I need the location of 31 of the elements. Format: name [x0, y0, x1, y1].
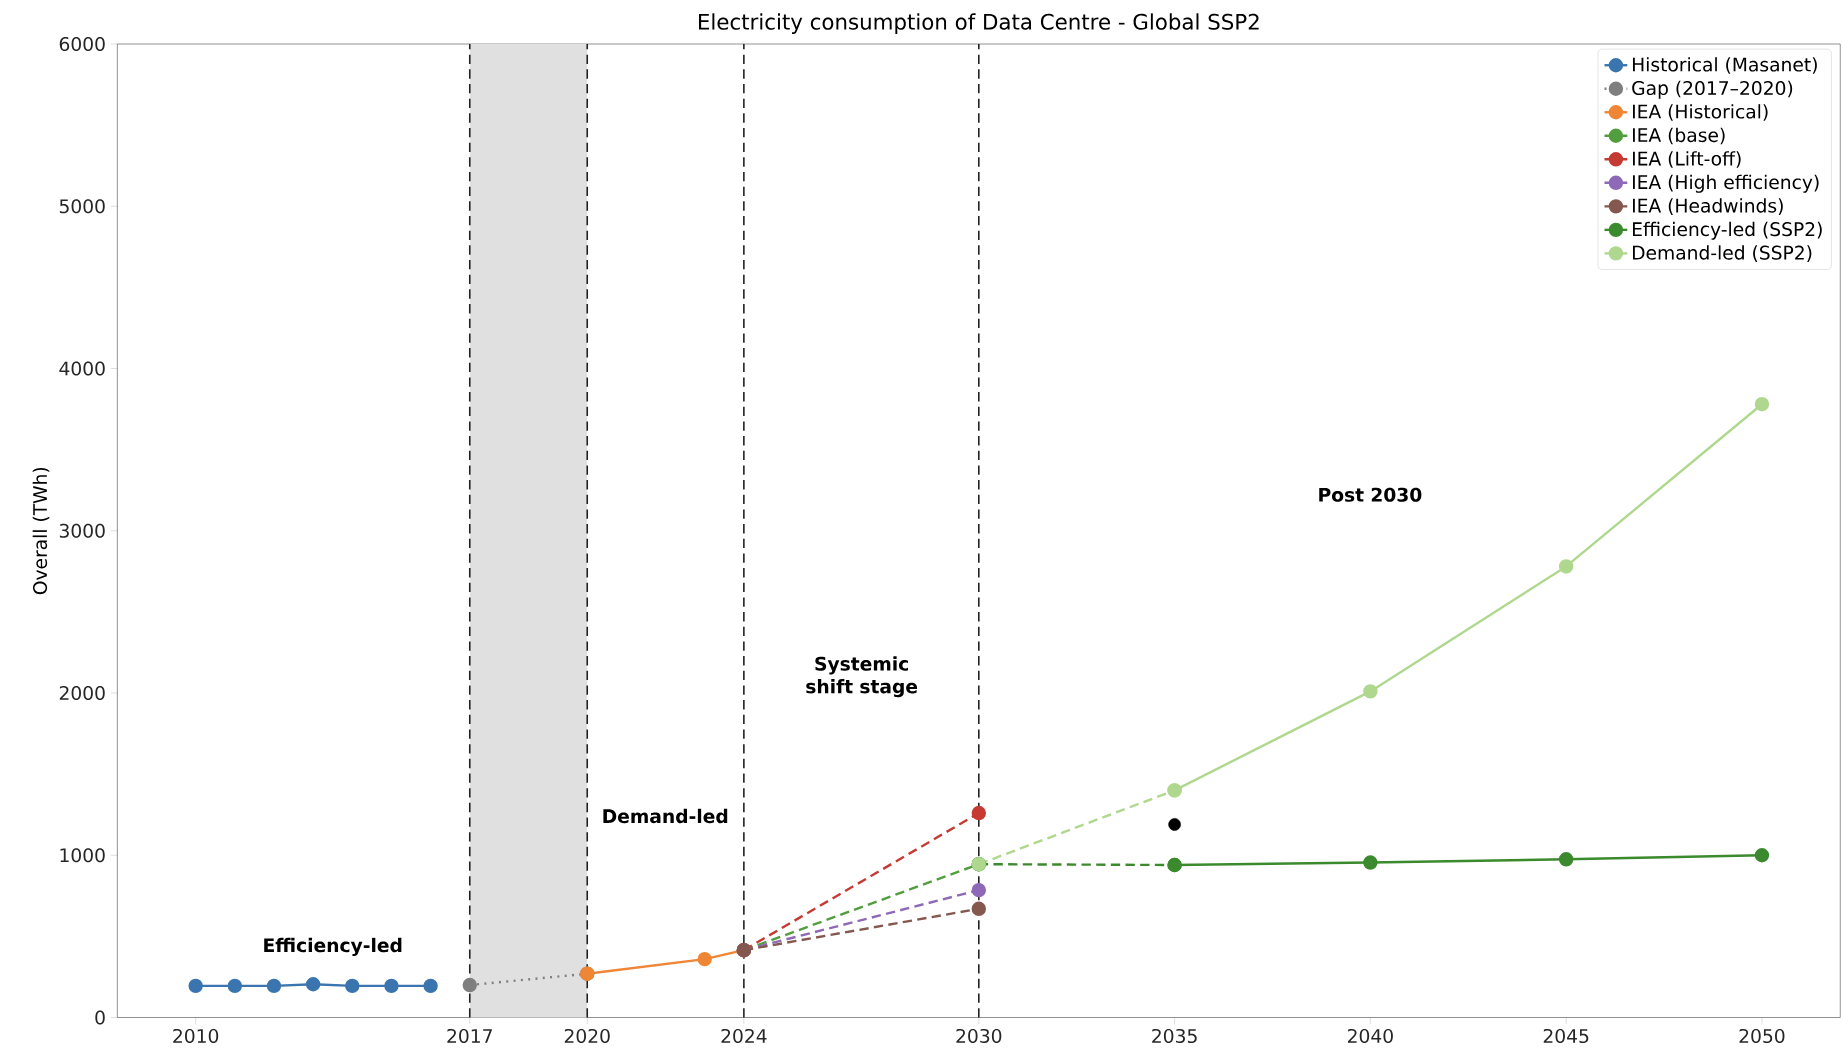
y-axis-title: Overall (TWh)	[32, 467, 50, 595]
legend-label: IEA (Headwinds)	[1633, 198, 1783, 215]
legend-label: IEA (High efficiency)	[1633, 174, 1819, 193]
chart-title: Electricity consumption of Data Centre - Global SSP2	[699, 13, 1259, 34]
y-tick-label: 3000	[59, 523, 105, 538]
x-tick-label: 2024	[721, 1028, 767, 1043]
legend-label: IEA (Lift-off)	[1633, 151, 1741, 168]
legend-label: Efficiency-led (SSP2)	[1633, 221, 1822, 240]
y-tick-label: 5000	[59, 199, 105, 214]
y-tick-label: 2000	[59, 685, 105, 700]
y-tick-label: 0	[95, 1010, 105, 1025]
x-tick-label: 2010	[173, 1028, 219, 1043]
x-tick-label: 2050	[1739, 1028, 1785, 1043]
legend-label: Demand-led (SSP2)	[1633, 245, 1812, 262]
legend-label: Gap (2017–2020)	[1632, 80, 1793, 99]
legend-label: IEA (Historical)	[1633, 104, 1768, 121]
x-tick-label: 2040	[1347, 1028, 1393, 1043]
legend-label: IEA (base)	[1633, 127, 1725, 145]
legend-label: Historical (Masanet)	[1633, 57, 1817, 74]
annotation: Systemic shift stage	[806, 656, 918, 698]
annotation: Post 2030	[1319, 487, 1422, 502]
x-tick-label: 2035	[1152, 1028, 1197, 1043]
x-tick-label: 2030	[956, 1028, 1002, 1043]
x-tick-label: 2045	[1543, 1028, 1589, 1043]
y-tick-label: 6000	[59, 36, 105, 51]
y-tick-label: 1000	[60, 848, 105, 863]
x-tick-label: 2017	[447, 1028, 492, 1043]
annotation: Demand-led	[603, 808, 728, 824]
annotation: Efficiency-led	[264, 937, 402, 956]
x-tick-label: 2020	[564, 1028, 610, 1043]
y-tick-label: 4000	[59, 361, 105, 376]
